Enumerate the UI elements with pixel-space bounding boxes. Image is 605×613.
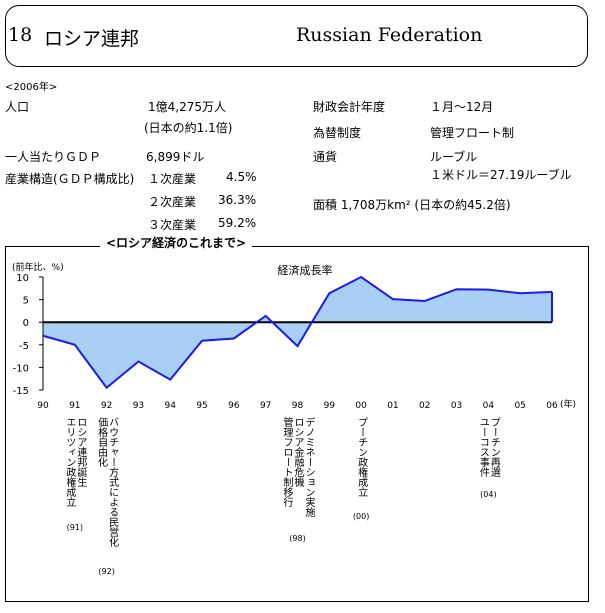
sector3-value: 59.2% xyxy=(218,216,257,230)
event-annotation: ロシア金融危機 xyxy=(292,417,304,488)
fx-label: 為替制度 xyxy=(313,126,362,140)
event-annotation: バウチャー方式による民営化 xyxy=(107,417,119,547)
x-tick-label: 04 xyxy=(483,401,495,411)
currency-label: 通貨 xyxy=(313,150,338,164)
sector3-label: ３次産業 xyxy=(148,218,197,232)
x-tick-label: 06 xyxy=(546,401,558,411)
gdp-value: 6,899ドル xyxy=(146,150,205,164)
event-annotation: 価格自由化 xyxy=(96,416,108,467)
gdp-label: 一人当たりＧＤＰ xyxy=(5,150,102,164)
x-tick-label: 93 xyxy=(133,401,144,411)
event-year-tag: (98) xyxy=(289,534,305,543)
sector1-value: 4.5% xyxy=(226,170,257,184)
year-note: <2006年> xyxy=(5,82,58,93)
sector2-value: 36.3% xyxy=(218,193,257,207)
y-tick-label: -15 xyxy=(13,386,29,397)
chart-title: 経済成長率 xyxy=(278,263,333,277)
event-annotation: 管理フロート制移行 xyxy=(281,416,293,508)
event-annotation: プーチン再選 xyxy=(488,417,500,477)
sector1-label: １次産業 xyxy=(148,172,197,186)
x-tick-label: 01 xyxy=(387,401,398,411)
event-year-tag: (92) xyxy=(98,567,114,576)
x-tick-label: 05 xyxy=(514,401,525,411)
y-tick-label: -5 xyxy=(19,341,29,352)
x-tick-label: 97 xyxy=(260,401,271,411)
x-tick-label: 99 xyxy=(324,401,336,411)
x-tick-label: 91 xyxy=(69,401,80,411)
event-annotation: エリツィン政権成立 xyxy=(64,417,76,507)
x-tick-label: 92 xyxy=(101,401,112,411)
x-tick-label: 03 xyxy=(451,401,462,411)
y-tick-label: -10 xyxy=(13,363,29,374)
y-tick-label: 5 xyxy=(23,296,29,307)
chart-heading: <ロシア経済のこれまで> xyxy=(100,234,253,251)
event-year-tag: (00) xyxy=(353,512,369,521)
x-tick-label: 95 xyxy=(196,401,207,411)
area-text: 面積 1,708万km² (日本の約45.2倍) xyxy=(313,198,511,212)
title-box xyxy=(5,5,588,67)
event-annotation: プーチン政権成立 xyxy=(356,417,368,497)
event-year-tag: (91) xyxy=(67,523,83,532)
population-note: (日本の約1.1倍) xyxy=(144,121,233,135)
x-tick-label: 94 xyxy=(165,401,177,411)
country-number: 18 xyxy=(8,24,33,46)
fiscal-value: １月～12月 xyxy=(430,100,494,114)
y-tick-label: 0 xyxy=(23,318,29,329)
population-label: 人口 xyxy=(5,100,30,114)
growth-area xyxy=(43,277,552,388)
currency-rate: １米ドル＝27.19ルーブル xyxy=(430,168,572,182)
x-tick-label: 98 xyxy=(292,401,304,411)
x-axis-unit: (年) xyxy=(560,398,576,410)
fiscal-label: 財政会計年度 xyxy=(313,100,386,114)
structure-label: 産業構造(ＧＤＰ構成比) xyxy=(5,172,135,186)
fx-value: 管理フロート制 xyxy=(430,126,515,140)
event-annotation: ロシア連邦誕生 xyxy=(75,417,87,487)
event-annotation: デノミネーション実施 xyxy=(303,416,315,518)
country-name-jp: ロシア連邦 xyxy=(44,28,140,50)
y-tick-label: 10 xyxy=(16,273,29,284)
country-name-en: Russian Federation xyxy=(296,24,483,46)
growth-line xyxy=(42,275,553,390)
x-tick-label: 00 xyxy=(355,401,367,411)
sector2-label: ２次産業 xyxy=(148,195,197,209)
event-annotation: ユーコス事件 xyxy=(477,417,489,478)
x-tick-label: 02 xyxy=(419,401,430,411)
y-axis-label: (前年比、%) xyxy=(12,261,64,273)
chart-frame xyxy=(5,246,589,602)
x-tick-label: 96 xyxy=(228,401,240,411)
population-value: 1億4,275万人 xyxy=(148,100,226,114)
event-year-tag: (04) xyxy=(480,490,496,499)
x-tick-label: 90 xyxy=(37,401,49,411)
currency-value: ルーブル xyxy=(430,150,478,164)
